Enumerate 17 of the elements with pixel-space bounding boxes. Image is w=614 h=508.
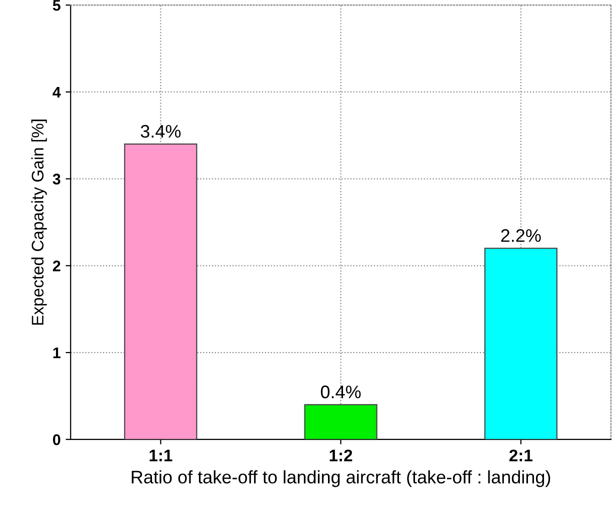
bar [304, 404, 378, 440]
x-axis-title: Ratio of take-off to landing aircraft (take-off : landing) [132, 470, 550, 488]
y-tick-label: 4 [52, 86, 61, 98]
data-label: 3.4% [140, 124, 181, 138]
bar [484, 248, 558, 440]
data-label: 2.2% [501, 229, 541, 242]
y-tick-label: 0 [52, 434, 60, 446]
y-tick-label: 3 [52, 174, 60, 185]
x-tick-label: 1:2 [330, 450, 352, 462]
data-label: 0.4% [320, 386, 361, 398]
bar [124, 144, 198, 440]
x-tick-label: 1:1 [150, 450, 172, 462]
y-tick-label: 1 [53, 348, 60, 358]
y-axis-title: Expected Capacity Gain [%] [31, 120, 47, 325]
x-tick-label: 2:1 [509, 450, 532, 462]
y-tick-label: 5 [52, 0, 60, 11]
y-tick-label: 2 [52, 260, 60, 272]
